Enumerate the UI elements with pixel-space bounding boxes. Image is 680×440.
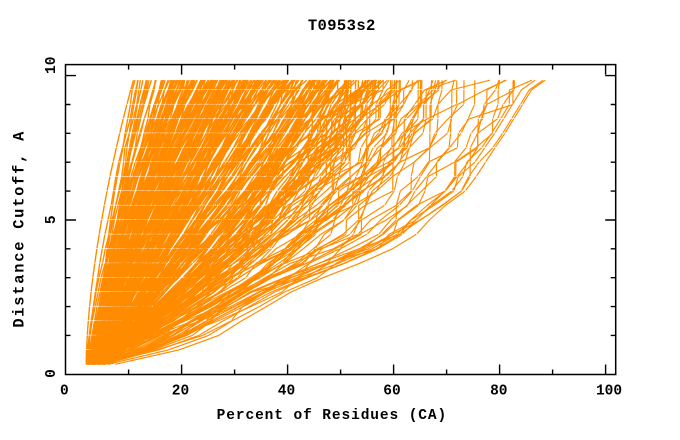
svg-text:80: 80 <box>490 384 507 400</box>
svg-text:10: 10 <box>44 57 60 74</box>
svg-text:0: 0 <box>60 384 69 400</box>
svg-text:20: 20 <box>172 384 189 400</box>
svg-text:100: 100 <box>596 384 622 400</box>
svg-text:0: 0 <box>44 369 60 378</box>
svg-text:Distance Cutoff, A: Distance Cutoff, A <box>11 130 29 328</box>
svg-text:5: 5 <box>44 215 60 224</box>
svg-text:60: 60 <box>383 384 400 400</box>
svg-text:T0953s2: T0953s2 <box>308 17 376 35</box>
svg-text:Percent of Residues (CA): Percent of Residues (CA) <box>217 408 447 424</box>
svg-text:40: 40 <box>278 384 295 400</box>
